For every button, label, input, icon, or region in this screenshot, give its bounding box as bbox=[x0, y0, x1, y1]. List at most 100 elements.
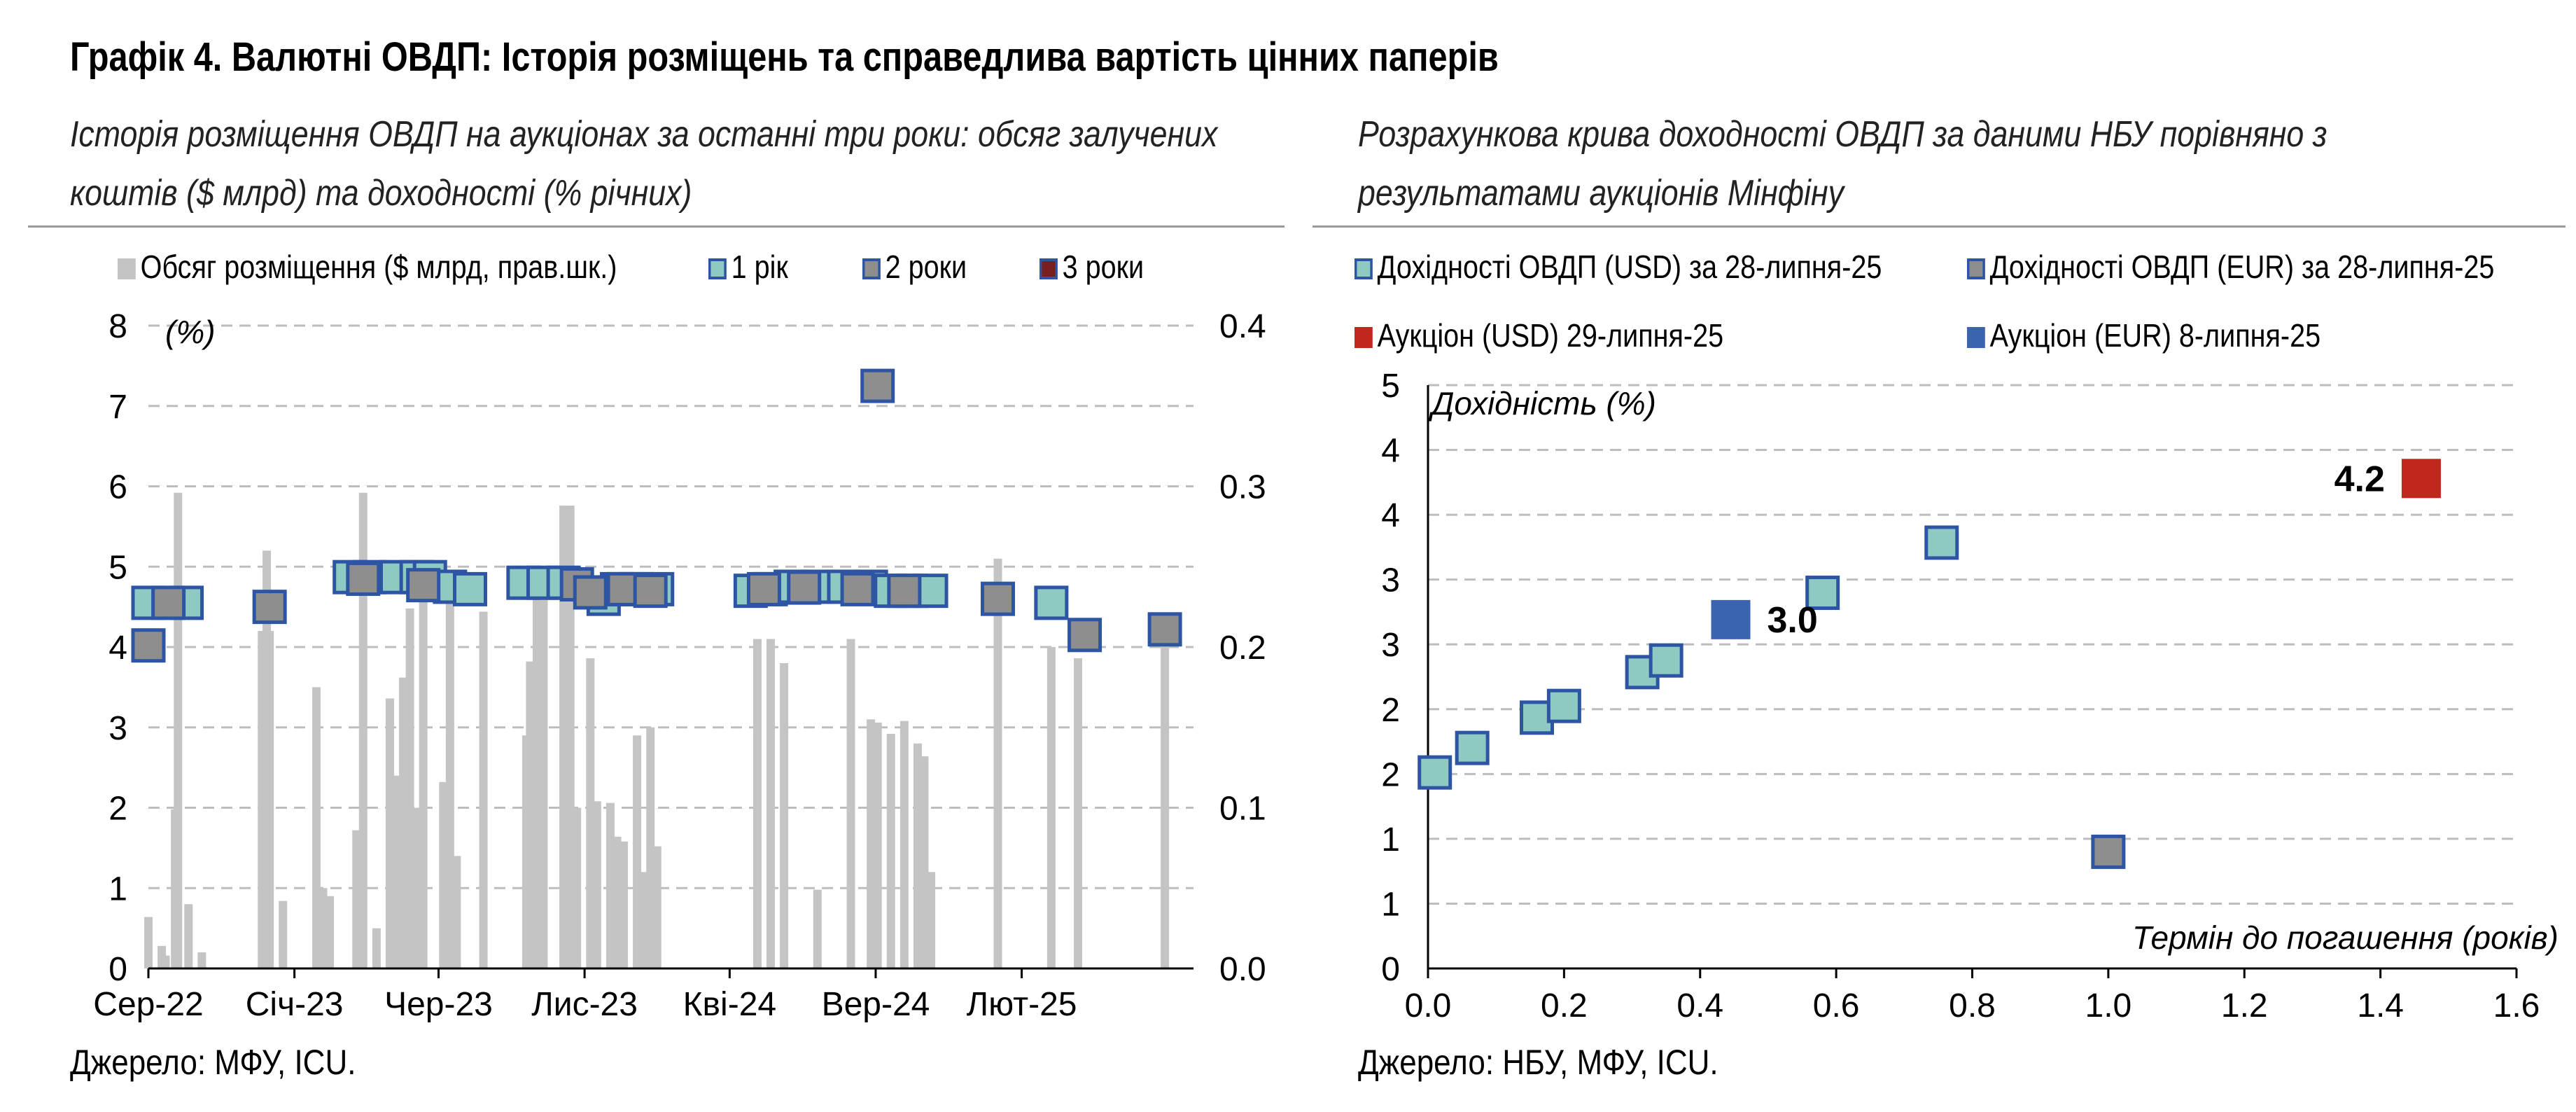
volume-bar bbox=[813, 889, 822, 968]
right-subtitle-line2: результатами аукціонів Мінфіну bbox=[1358, 173, 1844, 214]
volume-bar bbox=[399, 677, 408, 968]
volume-bar bbox=[873, 722, 882, 968]
volume-bar bbox=[646, 727, 655, 968]
left-x-tick-label: Сер-22 bbox=[93, 986, 203, 1023]
yield-marker-2y bbox=[633, 574, 668, 609]
volume-bar bbox=[566, 506, 575, 968]
right-x-tick-label: 1.6 bbox=[2493, 987, 2540, 1024]
volume-bar bbox=[265, 631, 274, 968]
left-y-tick-label: 8 bbox=[108, 308, 127, 345]
volume-bar bbox=[161, 955, 170, 968]
yield-marker-2y bbox=[887, 574, 922, 609]
volume-bar bbox=[846, 639, 855, 968]
volume-bar bbox=[559, 506, 568, 968]
right-x-tick-label: 0.2 bbox=[1541, 987, 1588, 1024]
right-x-axis-label: Термін до погашення (років) bbox=[2132, 919, 2558, 956]
volume-bar bbox=[920, 756, 929, 968]
legend-item-1y: 1 рік bbox=[708, 248, 788, 286]
legend-item-volume: Обсяг розміщення ($ млрд, прав.шк.) bbox=[118, 248, 617, 286]
yield-marker-2y bbox=[746, 571, 781, 606]
curve-yield-marker bbox=[1546, 688, 1581, 723]
yield-marker-2y bbox=[252, 590, 287, 625]
right-x-tick-label: 0.8 bbox=[1949, 987, 1996, 1024]
right-source: Джерело: НБУ, МФУ, ICU. bbox=[1358, 1043, 1718, 1082]
volume-bar bbox=[318, 888, 328, 968]
volume-bar bbox=[913, 743, 922, 968]
left-y-axis-label: (%) bbox=[165, 314, 216, 350]
volume-bar bbox=[592, 801, 601, 968]
curve-yield-marker bbox=[1648, 643, 1684, 678]
legend-item-usd-curve: Дохідності ОВДП (USD) за 28-липня-25 bbox=[1354, 248, 1882, 286]
auction-marker bbox=[1711, 599, 1751, 639]
volume-bar bbox=[927, 872, 936, 968]
volume-bar bbox=[372, 928, 381, 968]
legend-label-usd-auction: Аукціон (USD) 29-липня-25 bbox=[1377, 317, 1724, 354]
legend-item-usd-auction: Аукціон (USD) 29-липня-25 bbox=[1354, 317, 1723, 354]
volume-bar bbox=[312, 687, 321, 968]
right-y-tick-label: 0.3 bbox=[1219, 469, 1266, 506]
left-x-tick-label: Лют-25 bbox=[967, 986, 1077, 1023]
right-x-tick-label: 0.4 bbox=[1676, 987, 1723, 1024]
legend-swatch-volume bbox=[118, 258, 136, 279]
right-y-tick-label: 3 bbox=[1381, 562, 1400, 599]
legend-label-usd-curve: Дохідності ОВДП (USD) за 28-липня-25 bbox=[1377, 249, 1882, 285]
left-x-tick-label: Чер-23 bbox=[384, 986, 493, 1023]
volume-bar bbox=[633, 735, 642, 968]
left-x-tick-label: Вер-24 bbox=[822, 986, 930, 1023]
volume-bar bbox=[479, 611, 488, 968]
volume-bar bbox=[752, 639, 762, 968]
volume-bar bbox=[886, 733, 895, 968]
volume-bar bbox=[539, 583, 548, 968]
right-x-tick-label: 0.6 bbox=[1813, 987, 1860, 1024]
volume-bar bbox=[867, 719, 876, 968]
curve-yield-marker bbox=[1455, 730, 1490, 765]
right-y-axis-label: Дохідність (%) bbox=[1428, 385, 1656, 422]
yield-marker-1y bbox=[452, 571, 487, 606]
legend-label-eur-curve: Дохідності ОВДП (EUR) за 28-липня-25 bbox=[1989, 249, 2495, 285]
legend-label-1y: 1 рік bbox=[731, 249, 788, 285]
curve-yield-marker bbox=[1805, 576, 1840, 611]
left-header-rule bbox=[28, 225, 1284, 228]
volume-bar bbox=[144, 917, 153, 968]
annotation-usd-auction: 4.2 bbox=[2334, 459, 2385, 499]
yield-marker-2y bbox=[406, 568, 441, 603]
legend-item-eur-auction: Аукціон (EUR) 8-липня-25 bbox=[1967, 317, 2320, 354]
legend-swatch-eur-curve bbox=[1967, 258, 1985, 279]
legend-swatch-2y bbox=[862, 258, 881, 279]
left-y-tick-label: 0 bbox=[108, 951, 127, 988]
volume-bar bbox=[445, 589, 454, 968]
right-header-rule bbox=[1312, 225, 2566, 228]
left-y-tick-label: 6 bbox=[108, 469, 127, 506]
right-y-tick-label: 0.0 bbox=[1219, 951, 1266, 988]
volume-bar bbox=[766, 639, 775, 968]
yield-marker-2y bbox=[346, 561, 381, 596]
yield-marker-2y bbox=[1068, 618, 1102, 653]
volume-bar bbox=[352, 830, 361, 968]
left-y-tick-label: 2 bbox=[108, 791, 127, 828]
volume-bar bbox=[993, 558, 1002, 968]
left-x-tick-label: Січ-23 bbox=[246, 986, 344, 1023]
legend-swatch-1y bbox=[708, 258, 727, 279]
curve-yield-marker bbox=[1924, 525, 1959, 560]
legend-label-3y: 3 роки bbox=[1062, 249, 1144, 285]
volume-bar bbox=[1074, 658, 1083, 968]
right-y-tick-label: 3 bbox=[1381, 627, 1400, 664]
right-x-tick-label: 1.4 bbox=[2357, 987, 2404, 1024]
legend-item-2y: 2 роки bbox=[862, 248, 967, 286]
yield-marker-2y bbox=[131, 628, 166, 663]
yield-marker-2y bbox=[860, 368, 895, 403]
left-subtitle-line2: коштів ($ млрд) та доходності (% річних) bbox=[70, 173, 692, 214]
legend-label-2y: 2 роки bbox=[885, 249, 967, 285]
volume-bar bbox=[532, 583, 541, 968]
legend-label-eur-auction: Аукціон (EUR) 8-липня-25 bbox=[1989, 317, 2321, 354]
volume-bar bbox=[326, 896, 335, 968]
right-y-tick-label: 4 bbox=[1381, 433, 1400, 470]
left-x-tick-label: Кві-24 bbox=[683, 986, 777, 1023]
legend-label-volume: Обсяг розміщення ($ млрд, прав.шк.) bbox=[140, 249, 617, 285]
right-y-tick-label: 0.2 bbox=[1219, 630, 1266, 667]
volume-bar bbox=[385, 698, 394, 968]
curve-yield-marker bbox=[1418, 755, 1452, 790]
right-y-tick-label: 4 bbox=[1381, 497, 1400, 534]
